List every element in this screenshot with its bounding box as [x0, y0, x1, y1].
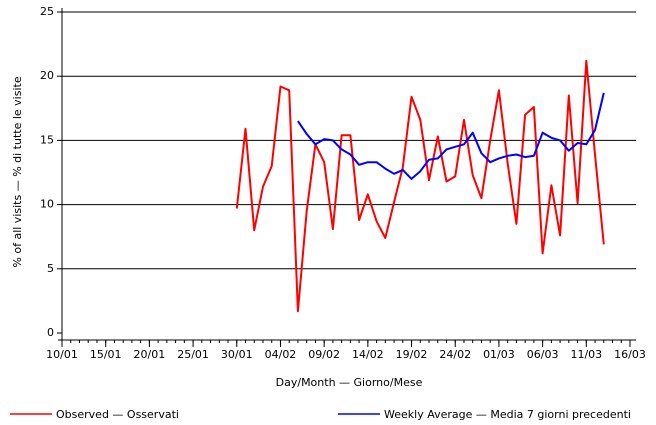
legend-label: Weekly Average — Media 7 giorni preceden…: [384, 408, 631, 421]
x-tick-label: 25/01: [177, 348, 209, 361]
legend-label: Observed — Osservati: [56, 408, 179, 421]
series-line: [297, 92, 605, 180]
series-line: [235, 59, 605, 313]
y-axis-label: % of all visits — % di tutte le visite: [11, 76, 24, 267]
x-axis-label: Day/Month — Giorno/Mese: [276, 376, 423, 389]
x-tick-label: 10/01: [46, 348, 78, 361]
x-tick-label: 14/02: [352, 348, 384, 361]
x-tick-label: 16/03: [614, 348, 646, 361]
x-tick-label: 06/03: [527, 348, 559, 361]
x-tick-label: 19/02: [396, 348, 428, 361]
y-tick-label: 5: [47, 262, 54, 275]
y-tick-label: 15: [40, 133, 54, 146]
x-tick-label: 15/01: [90, 348, 122, 361]
x-tick-label: 20/01: [134, 348, 166, 361]
x-tick-label: 04/02: [265, 348, 297, 361]
y-tick-label: 10: [40, 198, 54, 211]
x-tick-label: 11/03: [570, 348, 602, 361]
y-tick-label: 25: [40, 5, 54, 18]
y-tick-label: 20: [40, 69, 54, 82]
x-tick-label: 01/03: [483, 348, 515, 361]
x-tick-label: 30/01: [221, 348, 253, 361]
x-tick-label: 09/02: [308, 348, 340, 361]
y-tick-label: 0: [47, 326, 54, 339]
x-tick-label: 24/02: [439, 348, 471, 361]
